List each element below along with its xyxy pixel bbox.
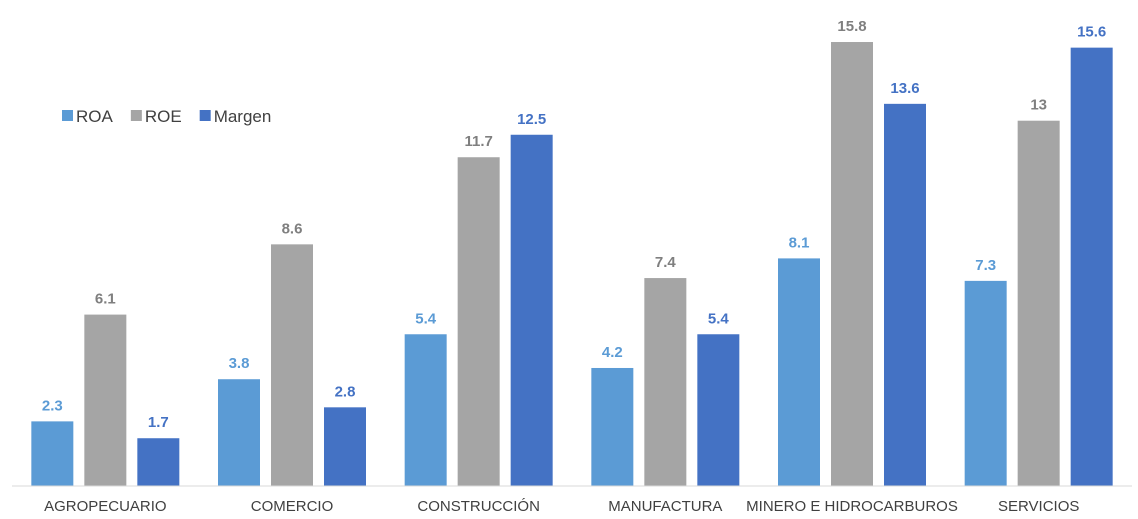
data-label-margen-construccion: 12.5 — [517, 111, 546, 128]
legend-swatch-roe — [130, 110, 142, 121]
data-label-margen-manufactura: 5.4 — [708, 310, 730, 327]
data-label-roe-servicios: 13 — [1030, 97, 1047, 114]
data-label-margen-minero-e-hidrocarburos: 13.6 — [890, 80, 919, 97]
bar-roa-manufactura — [591, 367, 634, 486]
category-labels-layer: AGROPECUARIO COMERCIO CONSTRUCCIÓN MANUFACT… — [44, 498, 1079, 515]
bar-roe-comercio — [271, 244, 313, 486]
bar-roa-comercio — [218, 379, 260, 486]
category-label-manufactura: MANUFACTURA — [608, 498, 722, 515]
data-label-roa-minero-e-hidrocarburos: 8.1 — [789, 234, 810, 251]
data-label-roa-agropecuario: 2.3 — [42, 397, 63, 414]
data-label-margen-comercio: 2.8 — [335, 383, 356, 400]
category-label-servicios: SERVICIOS — [998, 498, 1079, 515]
data-label-margen-servicios: 15.6 — [1077, 24, 1106, 41]
bar-roa-minero-e-hidrocarburos — [778, 258, 820, 486]
bars-layer — [31, 42, 1113, 487]
legend-swatch-margen — [199, 110, 211, 121]
data-label-roe-comercio: 8.6 — [282, 220, 303, 237]
bar-margen-manufactura — [697, 334, 740, 486]
bar-roe-construccion — [457, 157, 500, 487]
bar-roe-agropecuario — [84, 314, 127, 486]
bar-margen-construccion — [510, 134, 553, 486]
bar-roe-servicios — [1017, 120, 1060, 486]
data-label-roa-construccion: 5.4 — [415, 310, 437, 327]
bar-roe-manufactura — [644, 278, 687, 486]
bar-margen-servicios — [1070, 47, 1113, 486]
legend-swatch-roa — [62, 110, 73, 121]
bar-margen-minero-e-hidrocarburos — [884, 103, 926, 486]
data-label-roe-agropecuario: 6.1 — [95, 291, 116, 308]
data-label-roa-manufactura: 4.2 — [602, 344, 623, 361]
bar-roa-agropecuario — [31, 421, 74, 486]
bar-roa-construccion — [404, 334, 447, 486]
legend-label-margen: Margen — [214, 107, 272, 126]
bar-roe-minero-e-hidrocarburos — [831, 42, 873, 487]
legend-label-roe: ROE — [145, 107, 182, 126]
legend: ROA ROE Margen — [62, 107, 271, 126]
data-label-roe-manufactura: 7.4 — [655, 254, 677, 271]
data-labels-layer: 2.3 6.1 1.7 3.8 8.6 2.8 5.4 11.7 12.5 4.2 7.4 5.4 8.… — [42, 18, 1106, 431]
category-label-comercio: COMERCIO — [251, 498, 334, 515]
bar-margen-agropecuario — [137, 438, 180, 486]
bar-margen-comercio — [324, 407, 366, 486]
data-label-margen-agropecuario: 1.7 — [148, 414, 169, 431]
legend-label-roa: ROA — [76, 107, 114, 126]
data-label-roe-construccion: 11.7 — [464, 133, 492, 150]
bar-roa-servicios — [964, 280, 1007, 486]
data-label-roe-minero-e-hidrocarburos: 15.8 — [837, 18, 866, 35]
category-label-construccion: CONSTRUCCIÓN — [417, 498, 540, 515]
category-label-minero-e-hidrocarburos: MINERO E HIDROCARBUROS — [746, 498, 958, 515]
data-label-roa-servicios: 7.3 — [975, 257, 996, 274]
category-label-agropecuario: AGROPECUARIO — [44, 498, 167, 515]
data-label-roa-comercio: 3.8 — [229, 355, 250, 372]
